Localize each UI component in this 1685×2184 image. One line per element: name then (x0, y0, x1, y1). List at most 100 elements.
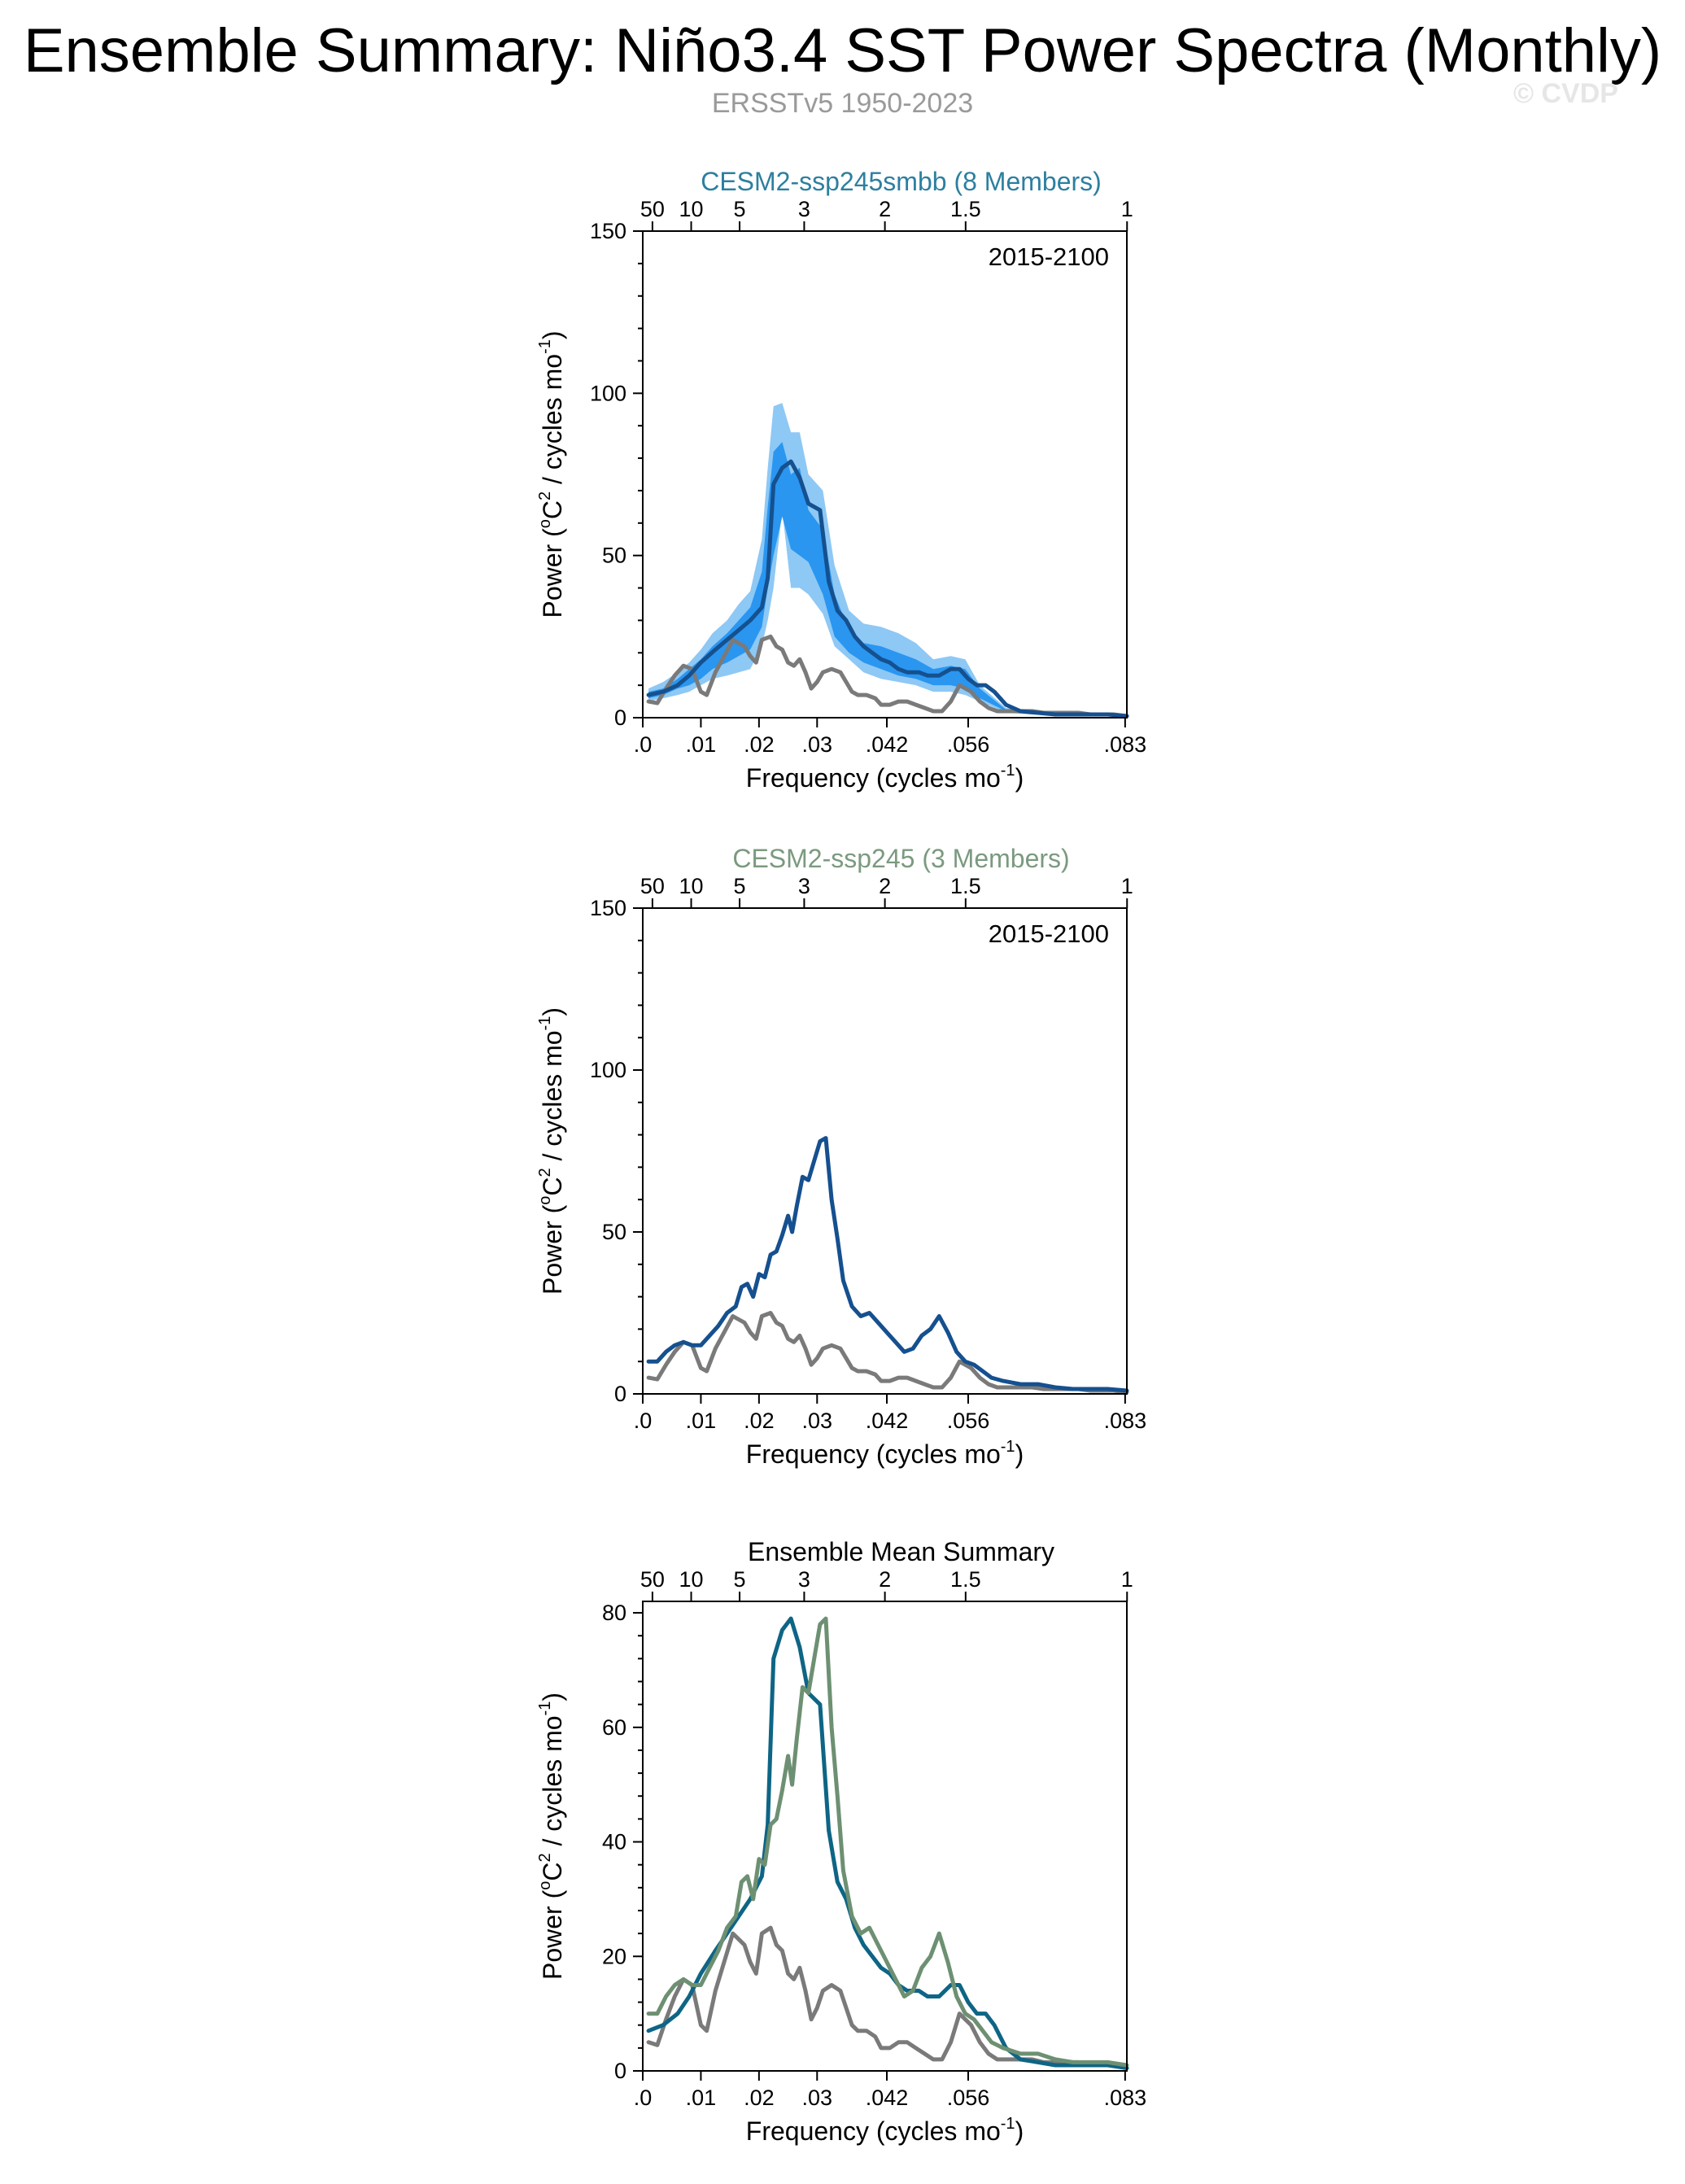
x-axis-title-sup: -1 (1001, 1438, 1015, 1456)
y-tick-label: 50 (602, 544, 626, 568)
y-axis-title: Power (oC2 / cycles mo-1) (536, 331, 567, 618)
y-axis-title-end: ) (538, 1007, 567, 1016)
y-tick-label: 0 (614, 705, 626, 730)
period-tick-label: 50 (640, 1567, 665, 1592)
panel-title: CESM2-ssp245smbb (8 Members) (701, 167, 1102, 196)
x-tick-label: .02 (744, 1409, 775, 1433)
x-axis-title: Frequency (cycles mo-1) (746, 2115, 1024, 2146)
period-tick-label: 3 (798, 197, 810, 221)
y-axis-title-sup: 2 (536, 1853, 554, 1862)
x-tick-label: .02 (744, 2086, 775, 2110)
period-tick-label: 1.5 (950, 874, 981, 898)
y-tick-label: 20 (602, 1944, 626, 1968)
x-tick-label: .02 (744, 732, 775, 757)
period-tick-label: 5 (734, 1567, 746, 1592)
chart-panel-3: 0 20 40 60 80 .0 .01 .02 .03 .042 .056 .083 50 10 5 3 2 1… (536, 1537, 1146, 2146)
x-tick-label: .042 (866, 2086, 909, 2110)
series-line-ersstv5-1950-2023 (646, 634, 1129, 719)
x-tick-label: .01 (686, 732, 717, 757)
series-line-cesm2-ssp245smbb-ensemble-mean (646, 459, 1129, 719)
x-tick-label: .056 (947, 732, 990, 757)
y-axis-title-text: C (538, 500, 567, 519)
x-axis-title-end: ) (1015, 2116, 1024, 2146)
period-tick-label: 1 (1121, 1567, 1133, 1592)
y-tick-label: 60 (602, 1715, 626, 1740)
y-tick-label: 80 (602, 1601, 626, 1625)
chart-panel-1: 0 50 100 150 .0 .01 .02 .03 .042 .056 .083 50 10 5 3 2 1… (536, 167, 1146, 793)
x-tick-label: .0 (634, 2086, 653, 2110)
x-axis-title: Frequency (cycles mo-1) (746, 762, 1024, 793)
x-tick-label: .01 (686, 1409, 717, 1433)
x-axis-title-end: ) (1015, 1439, 1024, 1469)
x-axis-title-text: Frequency (cycles mo (746, 1439, 1001, 1469)
member-range-band (648, 403, 1127, 716)
x-tick-label: .03 (802, 1409, 833, 1433)
period-tick-label: 1.5 (950, 197, 981, 221)
series-line-ersstv5-1950-2023 (646, 1311, 1129, 1395)
period-tick-label: 5 (734, 874, 746, 898)
series-line-cesm2-ssp245 (646, 1616, 1129, 2068)
x-tick-label: .042 (866, 1409, 909, 1433)
x-tick-label: .03 (802, 2086, 833, 2110)
y-axis-title-sup: o (536, 1196, 554, 1205)
period-tick-label: 3 (798, 1567, 810, 1592)
y-tick-label: 40 (602, 1830, 626, 1854)
period-tick-label: 1 (1121, 874, 1133, 898)
y-axis-title-text: Power ( (538, 1889, 567, 1980)
period-tick-label: 2 (879, 1567, 891, 1592)
period-tick-label: 50 (640, 874, 665, 898)
y-axis-title: Power (oC2 / cycles mo-1) (536, 1007, 567, 1295)
period-tick-label: 2 (879, 197, 891, 221)
y-axis-title-sup: 2 (536, 1168, 554, 1177)
y-tick-label: 150 (590, 896, 626, 920)
y-axis-title-sup: o (536, 519, 554, 528)
y-tick-label: 100 (590, 381, 626, 405)
x-tick-label: .0 (634, 732, 653, 757)
plot-frame (642, 907, 1128, 1395)
x-axis-title-text: Frequency (cycles mo (746, 763, 1001, 793)
copyright-watermark: © CVDP (1513, 78, 1618, 109)
period-tick-label: 10 (679, 1567, 704, 1592)
period-label: 2015-2100 (989, 242, 1109, 271)
x-axis-title-end: ) (1015, 763, 1024, 793)
period-tick-label: 1.5 (950, 1567, 981, 1592)
x-axis-title-text: Frequency (cycles mo (746, 2116, 1001, 2146)
y-tick-label: 100 (590, 1058, 626, 1082)
y-axis-title-text: C (538, 1863, 567, 1881)
panel-title: Ensemble Mean Summary (748, 1537, 1054, 1566)
x-tick-label: .03 (802, 732, 833, 757)
page-title: Ensemble Summary: Niño3.4 SST Power Spec… (23, 16, 1662, 85)
x-tick-label: .01 (686, 2086, 717, 2110)
y-axis-title-text: Power ( (538, 528, 567, 618)
period-tick-label: 1 (1121, 197, 1133, 221)
period-tick-label: 5 (734, 197, 746, 221)
series-line-cesm2-ssp245smbb (646, 1616, 1129, 2070)
x-axis-title-sup: -1 (1001, 762, 1015, 780)
x-axis-title-sup: -1 (1001, 2115, 1015, 2133)
x-axis-title: Frequency (cycles mo-1) (746, 1438, 1024, 1469)
x-tick-label: .056 (947, 2086, 990, 2110)
series-line-cesm2-ssp245-ensemble-mean (646, 1136, 1129, 1393)
member-interquartile-band (648, 442, 1127, 716)
y-axis-title-end: ) (538, 331, 567, 340)
x-tick-label: .083 (1104, 1409, 1147, 1433)
chart-panel-2: 0 50 100 150 .0 .01 .02 .03 .042 .056 .083 50 10 5 3 2 1… (536, 844, 1146, 1469)
x-tick-label: .056 (947, 1409, 990, 1433)
page-subtitle: ERSSTv5 1950-2023 (711, 88, 974, 119)
period-tick-label: 10 (679, 197, 704, 221)
y-axis-title-sup: -1 (536, 339, 554, 354)
y-axis-title-text: Power ( (538, 1204, 567, 1295)
y-axis-title-end: ) (538, 1693, 567, 1701)
y-axis-title-text: / cycles mo (538, 354, 567, 491)
y-axis-title-sup: o (536, 1881, 554, 1890)
y-tick-label: 0 (614, 1382, 626, 1406)
y-tick-label: 0 (614, 2059, 626, 2083)
y-axis-title-sup: 2 (536, 491, 554, 500)
x-tick-label: .0 (634, 1409, 653, 1433)
panel-title: CESM2-ssp245 (3 Members) (732, 844, 1069, 873)
period-tick-label: 10 (679, 874, 704, 898)
y-axis-title-text: / cycles mo (538, 1030, 567, 1168)
period-tick-label: 2 (879, 874, 891, 898)
y-tick-label: 150 (590, 219, 626, 243)
